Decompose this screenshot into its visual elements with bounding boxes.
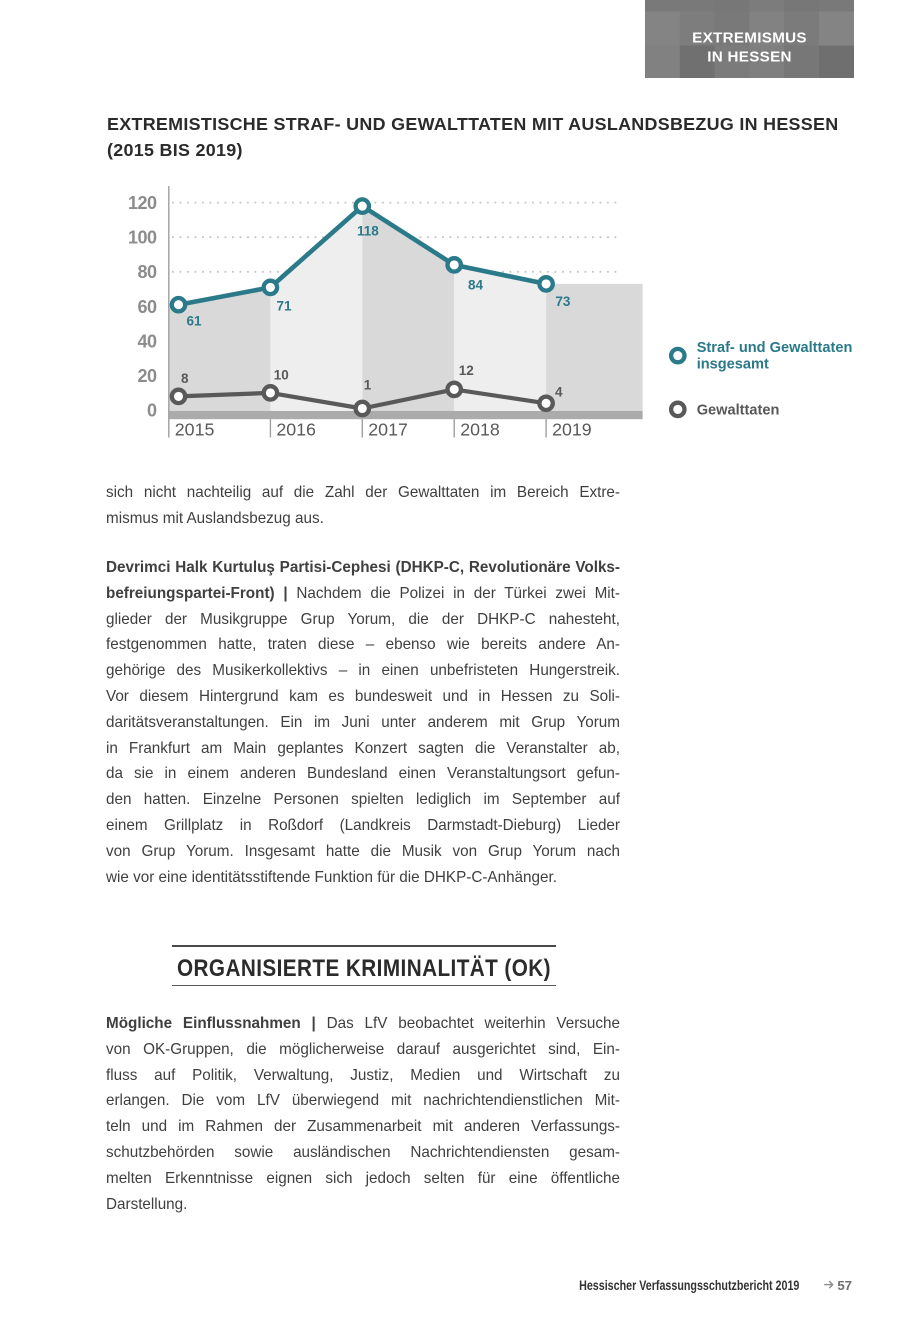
svg-text:Gewalttaten: Gewalttaten (697, 403, 780, 419)
svg-text:2017: 2017 (368, 420, 408, 440)
svg-text:20: 20 (137, 366, 157, 386)
svg-text:10: 10 (274, 367, 289, 382)
svg-text:61: 61 (187, 313, 203, 328)
svg-text:71: 71 (277, 298, 293, 313)
svg-text:100: 100 (128, 228, 157, 248)
svg-text:2018: 2018 (460, 420, 500, 440)
svg-text:4: 4 (555, 384, 563, 399)
svg-text:0: 0 (147, 401, 157, 421)
svg-text:60: 60 (137, 297, 157, 317)
svg-text:EXTREMISMUS: EXTREMISMUS (692, 29, 807, 46)
svg-text:12: 12 (459, 363, 474, 378)
svg-text:2019: 2019 (552, 420, 592, 440)
svg-text:IN HESSEN: IN HESSEN (707, 49, 792, 66)
svg-text:73: 73 (555, 294, 571, 309)
svg-text:Straf- und Gewalttaten: Straf- und Gewalttaten (697, 340, 853, 356)
svg-text:1: 1 (364, 378, 372, 393)
svg-text:40: 40 (137, 331, 157, 351)
svg-text:2015: 2015 (175, 420, 215, 440)
svg-text:insgesamt: insgesamt (697, 357, 769, 373)
svg-text:2016: 2016 (276, 420, 316, 440)
svg-text:84: 84 (468, 278, 484, 293)
svg-text:118: 118 (357, 223, 379, 238)
svg-text:80: 80 (137, 262, 157, 282)
svg-text:8: 8 (181, 371, 189, 386)
svg-text:120: 120 (128, 193, 157, 213)
